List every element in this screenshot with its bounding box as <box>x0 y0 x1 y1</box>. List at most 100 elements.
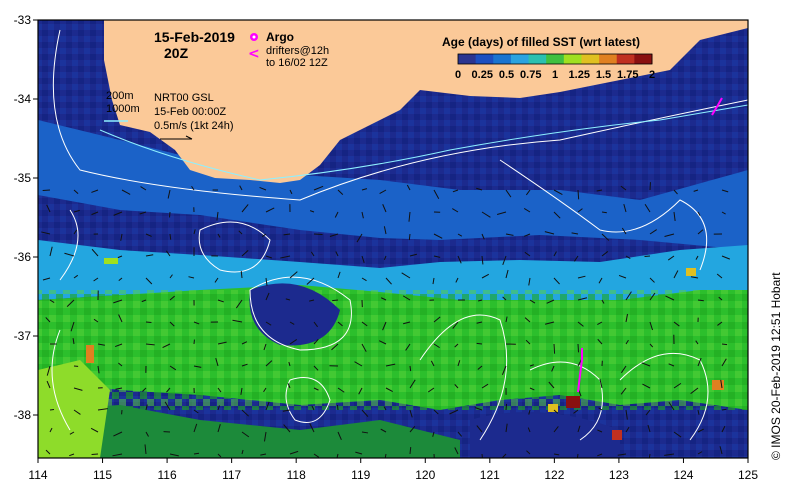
isobath-200-label: 200m <box>106 90 134 102</box>
current-vector <box>649 321 653 331</box>
current-vector <box>361 211 364 219</box>
current-vector <box>721 255 731 260</box>
current-vector <box>217 405 220 411</box>
current-vector <box>502 255 507 266</box>
current-vector <box>335 251 339 257</box>
product-label: NRT00 GSL <box>154 92 214 104</box>
x-tick-label: 118 <box>287 468 306 482</box>
current-vector <box>280 255 291 259</box>
current-vector <box>97 343 105 346</box>
current-vector <box>645 409 651 416</box>
current-vector <box>527 427 531 433</box>
current-vector <box>193 423 198 433</box>
current-vector <box>310 251 315 257</box>
x-tick-label: 125 <box>738 468 758 482</box>
current-vector <box>476 342 483 345</box>
current-vector <box>408 233 411 241</box>
current-vector <box>361 409 369 417</box>
plot-frame <box>37 19 749 459</box>
current-vector <box>625 409 628 420</box>
current-vector <box>481 233 485 240</box>
current-vector <box>524 317 531 323</box>
current-vector <box>289 321 295 325</box>
current-vector <box>409 447 412 455</box>
current-vector <box>553 277 560 285</box>
current-vector <box>697 357 702 367</box>
y-tick-label: -34 <box>14 92 32 106</box>
current-vector <box>697 229 704 235</box>
current-vector <box>598 277 603 284</box>
current-vector <box>383 226 387 235</box>
current-vector <box>496 211 507 215</box>
current-vector <box>241 204 249 213</box>
current-vector <box>525 189 531 196</box>
current-vector <box>505 189 512 198</box>
current-vector <box>145 254 154 257</box>
colorbar-ticks: 0 0.25 0.5 0.75 1 1.25 1.5 1.75 2 <box>455 69 655 81</box>
current-vector <box>313 365 319 371</box>
current-vector <box>265 207 275 213</box>
current-vector <box>306 277 315 285</box>
credit-label: © IMOS 20-Feb-2019 12:51 Hobart <box>769 272 783 460</box>
current-vector <box>45 317 51 323</box>
current-vector <box>454 447 459 455</box>
current-vector <box>356 233 363 243</box>
colorbar-segment <box>510 54 530 64</box>
current-vector <box>597 429 603 433</box>
current-vector <box>617 453 627 456</box>
current-vector <box>697 409 700 415</box>
current-vector <box>215 358 219 367</box>
current-vector <box>695 340 699 345</box>
current-vector <box>193 321 200 325</box>
current-vector <box>529 364 534 367</box>
current-vector <box>505 423 508 433</box>
current-vector <box>91 211 99 216</box>
current-vector <box>91 248 99 257</box>
current-vector <box>405 343 411 351</box>
current-vector <box>93 318 99 323</box>
current-vector <box>289 189 293 195</box>
current-vector <box>217 233 221 238</box>
current-vector <box>477 365 483 370</box>
current-vector <box>673 382 682 389</box>
current-vector <box>337 271 341 279</box>
current-vector <box>481 211 491 218</box>
current-vector <box>191 185 195 191</box>
current-vector <box>379 189 387 194</box>
current-vector <box>118 314 123 323</box>
current-vector <box>241 449 244 455</box>
current-vector <box>112 453 123 457</box>
current-vector <box>625 255 631 259</box>
x-tick-label: 124 <box>673 468 693 482</box>
current-vector <box>73 387 83 391</box>
current-vector <box>240 387 243 395</box>
sst-age-field <box>38 20 748 458</box>
current-vector <box>477 299 483 302</box>
current-vector <box>289 450 299 455</box>
current-vector <box>665 295 675 301</box>
current-vector <box>481 273 490 279</box>
current-vector <box>481 453 483 458</box>
current-vector <box>523 233 531 237</box>
current-vector <box>235 299 243 309</box>
current-vector <box>361 188 368 191</box>
current-vector <box>577 321 584 327</box>
current-vector <box>265 401 270 411</box>
current-vector <box>716 273 723 279</box>
colorbar-segment <box>599 54 618 64</box>
current-vector <box>283 233 291 236</box>
current-vector <box>142 387 147 392</box>
current-vector <box>288 361 291 367</box>
current-vector <box>91 189 99 193</box>
current-vector <box>217 299 224 303</box>
current-vector <box>144 444 147 455</box>
current-vector <box>361 277 367 282</box>
current-vector <box>427 387 435 393</box>
current-vector <box>409 409 413 418</box>
current-vector <box>433 343 440 349</box>
current-vector <box>697 211 701 216</box>
current-vector <box>241 409 249 417</box>
current-vector <box>553 343 556 354</box>
current-vector <box>577 275 586 279</box>
current-vector <box>265 255 273 259</box>
